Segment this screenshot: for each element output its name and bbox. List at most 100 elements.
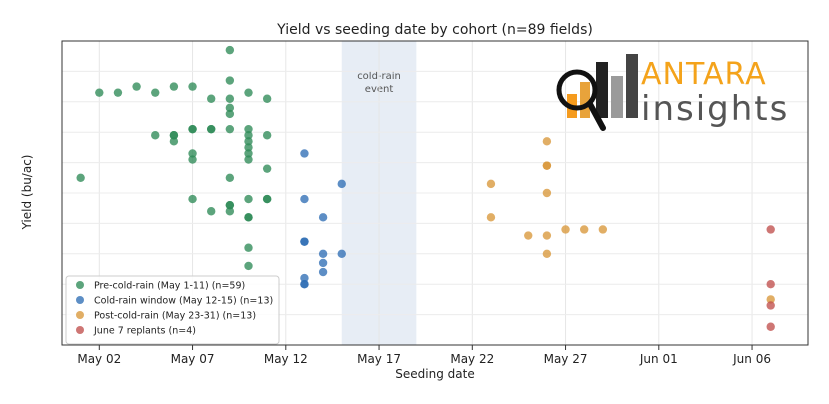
- data-point: [486, 213, 496, 222]
- data-point: [244, 88, 253, 97]
- data-point: [262, 164, 272, 173]
- data-point: [225, 200, 235, 210]
- data-point: [225, 76, 235, 85]
- data-point: [244, 261, 253, 271]
- magnifier-handle: [587, 101, 606, 131]
- data-point: [337, 179, 346, 189]
- legend: Pre-cold-rain (May 1-11) (n=59) Cold-rain…: [65, 275, 280, 345]
- data-point: [300, 280, 309, 289]
- x-tick-label: May 02: [77, 352, 121, 366]
- data-point: [300, 194, 309, 204]
- data-point: [225, 109, 235, 119]
- data-point: [300, 149, 309, 158]
- data-point: [318, 267, 328, 277]
- x-tick-label: May 22: [450, 352, 494, 366]
- legend-box: [65, 275, 280, 345]
- chart-title: Yield vs seeding date by cohort (n=89 fi…: [276, 22, 593, 38]
- legend-marker: [76, 311, 84, 319]
- logo-bar-3: [596, 62, 608, 118]
- data-point: [244, 243, 253, 252]
- data-point: [225, 103, 235, 113]
- logo-text-bottom: insights: [641, 89, 789, 129]
- legend-label: Pre-cold-rain (May 1-11) (n=59): [94, 281, 245, 292]
- data-point: [151, 88, 160, 97]
- x-tick-label: Jun 06: [732, 352, 771, 366]
- data-point: [300, 273, 309, 283]
- legend-label: Cold-rain window (May 12-15) (n=13): [94, 296, 273, 307]
- x-tick-label: May 17: [357, 352, 401, 366]
- x-axis-label: Seeding date: [395, 367, 474, 381]
- data-point: [225, 94, 235, 103]
- data-point: [262, 94, 272, 103]
- data-point: [225, 124, 235, 134]
- legend-marker: [76, 326, 84, 334]
- data-point: [207, 207, 216, 216]
- plot-frame: [61, 40, 809, 346]
- logo-bar-4: [611, 76, 623, 118]
- y-axis-label: Yield (bu/ac): [20, 155, 34, 231]
- data-point: [766, 322, 775, 331]
- data-point: [207, 94, 216, 103]
- logo-bar-5: [626, 54, 638, 118]
- data-point: [244, 155, 253, 164]
- data-point: [542, 249, 552, 258]
- x-tick-label: May 07: [171, 352, 215, 366]
- data-point: [766, 280, 775, 289]
- data-point: [188, 149, 197, 158]
- data-point: [151, 131, 160, 140]
- data-point: [169, 82, 179, 91]
- data-point: [244, 137, 253, 146]
- data-point: [244, 194, 253, 204]
- data-point: [318, 249, 328, 258]
- data-point: [169, 137, 179, 146]
- data-point: [580, 225, 589, 234]
- data-point: [188, 155, 197, 164]
- magnifier-icon: [556, 69, 598, 111]
- data-point: [225, 173, 235, 182]
- data-point: [188, 82, 197, 91]
- data-point: [300, 237, 309, 246]
- data-point: [542, 231, 552, 240]
- x-tick-label: May 12: [264, 352, 308, 366]
- data-point: [598, 225, 608, 234]
- data-point: [188, 194, 197, 204]
- data-point: [113, 88, 123, 97]
- data-point: [244, 143, 253, 152]
- data-point: [95, 88, 104, 97]
- data-point: [561, 225, 570, 234]
- data-point: [318, 258, 328, 268]
- data-point: [542, 137, 552, 146]
- data-point: [225, 207, 235, 216]
- data-point: [766, 225, 775, 234]
- legend-label: Post-cold-rain (May 23-31) (n=13): [94, 311, 256, 322]
- legend-marker: [76, 296, 84, 304]
- data-point: [188, 124, 197, 134]
- data-point: [337, 249, 346, 258]
- logo-bar-2: [580, 82, 590, 118]
- legend-label: June 7 replants (n=4): [93, 326, 196, 337]
- data-point: [766, 301, 775, 310]
- data-point: [132, 82, 141, 91]
- data-point: [766, 295, 775, 304]
- data-point: [486, 179, 496, 189]
- data-point: [207, 124, 216, 134]
- data-point: [262, 131, 272, 140]
- data-point: [318, 213, 328, 222]
- data-point: [244, 131, 253, 140]
- data-point: [542, 188, 552, 198]
- data-point: [542, 161, 552, 170]
- data-point: [76, 173, 85, 182]
- data-point: [244, 124, 253, 134]
- antara-insights-logo: ANTARA insights: [556, 54, 789, 131]
- data-point: [225, 45, 235, 55]
- x-tick-label: Jun 01: [639, 352, 678, 366]
- legend-marker: [76, 281, 84, 289]
- data-point: [169, 131, 179, 140]
- data-point: [524, 231, 533, 240]
- x-tick-label: May 27: [544, 352, 588, 366]
- data-point: [262, 194, 272, 204]
- logo-text-top: ANTARA: [641, 57, 767, 92]
- data-point: [244, 213, 253, 222]
